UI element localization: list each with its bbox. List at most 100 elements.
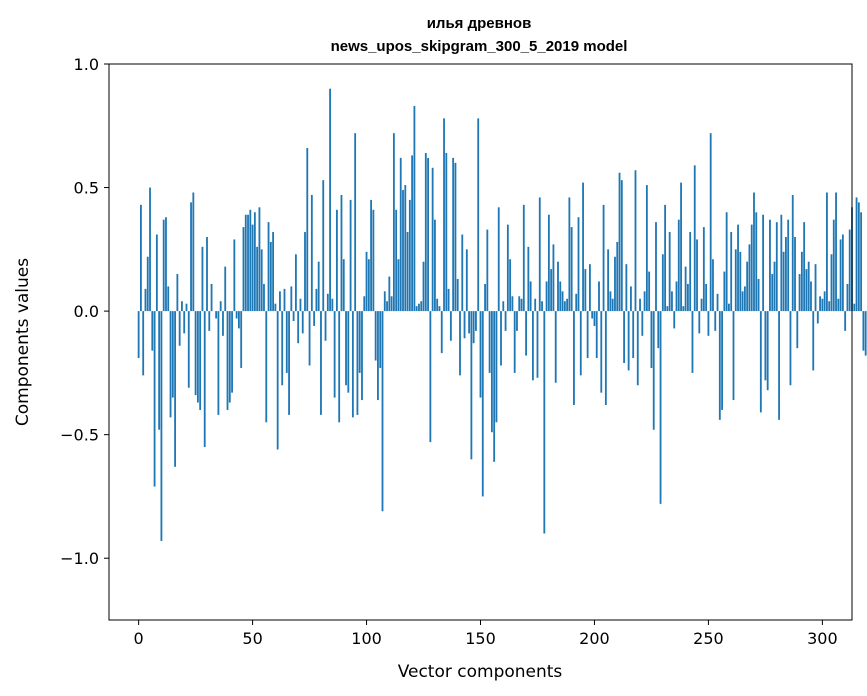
bar <box>151 311 154 351</box>
bar <box>388 276 391 312</box>
bar <box>285 311 288 373</box>
bar <box>643 291 646 312</box>
bar <box>743 286 746 312</box>
bar <box>839 239 842 312</box>
bar <box>814 264 817 312</box>
bar <box>315 288 318 312</box>
bar <box>434 219 436 312</box>
bar <box>276 311 279 450</box>
bar <box>700 298 703 312</box>
bar <box>429 311 432 443</box>
bar <box>249 209 252 312</box>
bar <box>440 311 443 354</box>
bar <box>386 301 388 312</box>
y-tick-label: −0.5 <box>60 426 99 445</box>
bar <box>645 185 648 312</box>
bar <box>545 281 548 312</box>
bar <box>675 281 678 312</box>
bar <box>379 311 382 368</box>
bar <box>436 298 439 312</box>
bar <box>281 311 284 386</box>
bar <box>846 283 849 312</box>
bar <box>707 311 710 336</box>
bar <box>504 311 507 331</box>
bar <box>142 311 145 376</box>
bar <box>607 249 610 312</box>
bar <box>725 212 728 312</box>
bar <box>586 311 589 359</box>
bar <box>803 222 806 312</box>
bar <box>367 259 370 312</box>
bar <box>354 133 357 312</box>
bar <box>830 254 833 312</box>
bar <box>536 311 539 378</box>
bar <box>702 227 705 312</box>
bar <box>734 249 737 312</box>
x-tick-label: 300 <box>807 629 838 648</box>
bar <box>689 232 692 312</box>
bar <box>602 204 605 312</box>
bar <box>598 281 600 312</box>
bar <box>816 311 819 324</box>
bar <box>283 288 286 312</box>
bar <box>739 251 742 312</box>
bar <box>363 296 366 312</box>
bar <box>345 311 347 386</box>
bar <box>547 214 550 312</box>
bar <box>420 301 423 312</box>
bar <box>753 192 755 312</box>
bar <box>256 246 259 312</box>
bar <box>176 274 179 312</box>
bar <box>593 311 596 326</box>
bar <box>639 298 641 312</box>
bar <box>671 291 673 312</box>
bar <box>146 256 149 312</box>
bar <box>664 204 667 312</box>
bar <box>518 296 521 312</box>
bar <box>406 232 409 312</box>
x-tick-label: 0 <box>134 629 144 648</box>
bar <box>411 155 414 312</box>
bar <box>682 306 685 312</box>
bar <box>584 269 587 312</box>
bar <box>618 172 621 312</box>
bar <box>641 311 644 336</box>
bar <box>233 239 236 312</box>
bar <box>509 259 512 312</box>
bar <box>174 311 176 467</box>
bar <box>623 311 625 363</box>
bar <box>294 254 297 312</box>
bar <box>192 192 195 312</box>
bar <box>566 298 569 312</box>
bar <box>181 301 183 312</box>
bar <box>351 311 354 418</box>
bar <box>561 291 564 312</box>
bar <box>222 311 224 336</box>
bar <box>807 261 810 312</box>
bar <box>577 217 580 312</box>
bar <box>338 311 341 423</box>
bar <box>534 298 537 312</box>
bar <box>538 197 541 312</box>
bar <box>723 271 726 312</box>
bar <box>267 222 270 312</box>
bar <box>475 311 477 331</box>
bar <box>490 311 493 433</box>
bar <box>712 259 714 312</box>
bar <box>759 311 762 413</box>
bar <box>258 207 261 312</box>
bar <box>486 229 489 312</box>
bar <box>575 293 578 312</box>
x-axis: 0 50 100 150 200 250 300 <box>134 620 838 648</box>
bar <box>326 293 329 312</box>
bar <box>169 311 172 418</box>
bar <box>552 244 555 312</box>
bar <box>855 197 858 312</box>
bar <box>693 165 696 312</box>
y-tick-label: 0.5 <box>74 179 99 198</box>
y-tick-label: 0.0 <box>74 302 99 321</box>
bar <box>525 311 527 356</box>
bar <box>559 281 562 312</box>
bar <box>588 264 591 312</box>
bar <box>659 311 662 504</box>
